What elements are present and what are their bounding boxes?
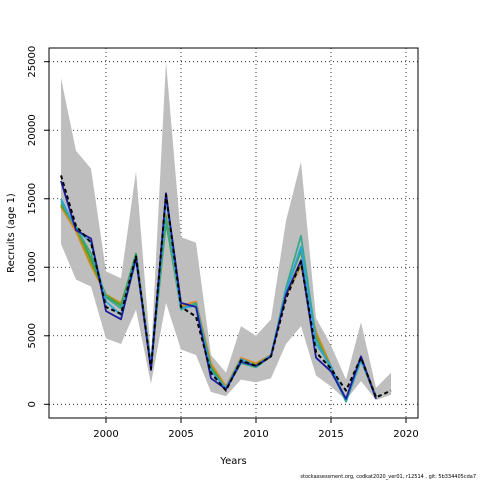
x-axis-title: Years	[219, 456, 246, 467]
confidence-band	[61, 61, 391, 401]
series-line	[60, 180, 377, 400]
y-tick-label: 10000	[27, 251, 38, 283]
x-tick-label: 2005	[168, 429, 193, 440]
plot-frame	[48, 47, 419, 419]
series-lines	[60, 175, 392, 403]
y-axis: 0 5000 10000 15000 20000 25000	[27, 46, 49, 407]
y-tick-label: 0	[27, 401, 38, 407]
series-line	[60, 197, 377, 402]
x-tick-label: 2015	[318, 429, 343, 440]
footer-caption: stockassessment.org, codkat2020_ver01, r…	[300, 474, 476, 480]
y-tick-label: 15000	[27, 183, 38, 215]
x-tick-label: 2020	[393, 429, 418, 440]
y-tick-label: 20000	[27, 114, 38, 146]
x-tick-label: 2010	[243, 429, 268, 440]
confidence-band-area	[61, 61, 391, 401]
x-axis: 2000 2005 2010 2015 2020	[93, 418, 419, 440]
y-tick-label: 25000	[27, 46, 38, 78]
series-line	[60, 175, 392, 399]
x-tick-label: 2000	[93, 429, 118, 440]
y-axis-title: Recruits (age 1)	[6, 193, 17, 273]
y-tick-label: 5000	[27, 323, 38, 348]
